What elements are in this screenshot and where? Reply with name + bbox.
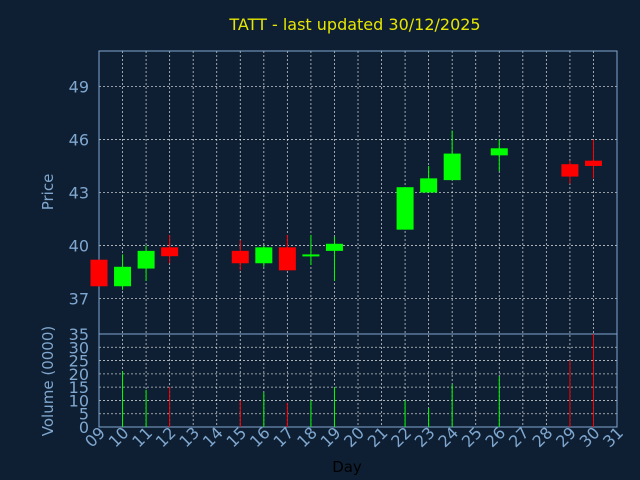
candle-body	[114, 266, 132, 287]
volume-tick-label: 25	[69, 352, 89, 371]
candle-body	[443, 153, 461, 181]
candle-body	[302, 254, 320, 257]
price-tick-label: 43	[69, 184, 89, 203]
candle-body	[396, 187, 414, 230]
volume-tick-label: 0	[79, 418, 89, 437]
price-tick-label: 35	[69, 325, 89, 344]
candle-body	[584, 160, 602, 166]
volume-panel-frame	[98, 333, 618, 428]
price-tick-label: 40	[69, 237, 89, 256]
volume-tick-label: 20	[69, 365, 89, 384]
candle-body	[255, 247, 273, 264]
candle-body	[561, 164, 579, 177]
candle-body	[278, 247, 296, 271]
candle-body	[161, 247, 179, 257]
candle-body	[420, 178, 438, 193]
volume-axis-label: Volume (0000)	[39, 326, 57, 436]
candle-body	[325, 243, 343, 251]
x-axis-label: Day	[332, 458, 362, 476]
candle-body	[90, 259, 108, 287]
price-tick-label: 49	[69, 77, 89, 96]
chart-title: TATT - last updated 30/12/2025	[228, 15, 480, 34]
volume-tick-label: 10	[69, 391, 89, 410]
candle-body	[490, 148, 508, 156]
volume-tick-label: 15	[69, 378, 89, 397]
price-axis-label: Price	[39, 174, 57, 211]
candle-body	[137, 250, 155, 269]
price-tick-label: 46	[69, 130, 89, 149]
candle-body	[231, 250, 249, 264]
volume-tick-label: 30	[69, 338, 89, 357]
price-tick-label: 37	[69, 290, 89, 309]
volume-tick-label: 5	[79, 405, 89, 424]
